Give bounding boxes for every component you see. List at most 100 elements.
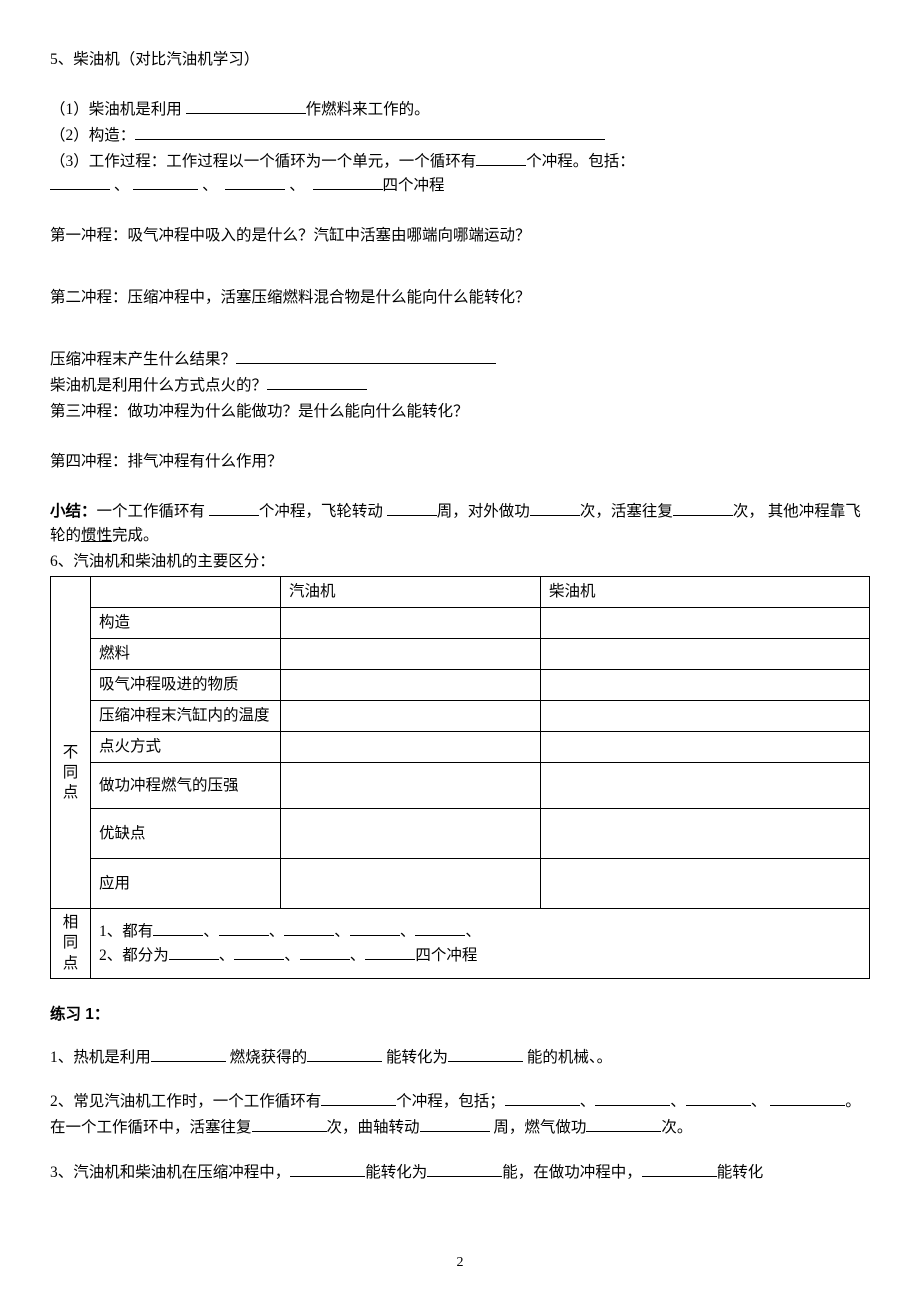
page-number: 2 [0,1252,920,1274]
blank [427,1161,502,1177]
blank [505,1091,580,1107]
blank [133,175,198,191]
blank [234,944,284,960]
section6-title: 6、汽油机和柴油机的主要区分： [50,550,870,574]
blank [365,944,415,960]
cell [541,639,870,670]
blank [420,1117,490,1133]
blank [350,920,400,936]
row-temp: 压缩冲程末汽缸内的温度 [91,701,281,732]
cell [281,732,541,763]
text: 2、都分为 [99,947,169,964]
compress-q2: 柴油机是利用什么方式点火的？ [50,374,870,398]
blank [673,501,733,517]
text: 周，燃气做功 [490,1119,587,1136]
text: 四个冲程 [415,947,477,964]
sep: 、 [203,923,219,940]
text: 次，曲轴转动 [327,1119,420,1136]
blank [300,944,350,960]
cell [541,701,870,732]
sep: 、 [350,947,366,964]
text: 能，在做功冲程中， [502,1164,642,1181]
text: 周，对外做功 [437,503,530,520]
ex-q2: 2、常见汽油机工作时，一个工作循环有个冲程，包括；、、、 。在一个工作循环中，活… [50,1089,870,1142]
text: 1、都有 [99,923,153,940]
s5-item2: （2）构造： [50,124,870,148]
blank [236,349,496,365]
text: 四个冲程 [383,177,445,194]
text: 燃烧获得的 [226,1049,307,1066]
sep: 、 [198,177,221,194]
summary: 小结：一个工作循环有 个冲程，飞轮转动 周，对外做功次，活塞往复次， 其他冲程靠… [50,500,870,548]
sep: 、 [580,1093,596,1110]
diff-label: 不同点 [51,577,91,909]
section5-title: 5、柴油机（对比汽油机学习） [50,48,870,72]
blank [770,1091,845,1107]
blank [307,1046,382,1062]
blank [209,501,259,517]
s5-item1: （1）柴油机是利用 作燃料来工作的。 [50,98,870,122]
blank [586,1117,661,1133]
cell [281,639,541,670]
cell [281,859,541,909]
sep: 、 [334,923,350,940]
blank [50,175,110,191]
text: （3）工作过程：工作过程以一个循环为一个单元，一个循环有 [50,153,476,170]
text: 能转化为 [365,1164,427,1181]
stroke1: 第一冲程：吸气冲程中吸入的是什么？汽缸中活塞由哪端向哪端运动？ [50,224,870,248]
sep: 、 [285,177,308,194]
blank [252,1117,327,1133]
sep: 、 [670,1093,686,1110]
cell [281,608,541,639]
blank [290,1161,365,1177]
text: 次， [733,503,764,520]
row-structure: 构造 [91,608,281,639]
text: 2、常见汽油机工作时，一个工作循环有 [50,1093,321,1110]
text: 作燃料来工作的。 [306,101,430,118]
blank [135,125,605,141]
cell [281,701,541,732]
exercise-block: 1、热机是利用 燃烧获得的 能转化为 能的机械、。 2、常见汽油机工作时，一个工… [50,1045,870,1186]
cell [281,809,541,859]
text: 压缩冲程末产生什么结果？ [50,351,236,368]
text: 能转化为 [382,1049,448,1066]
sep: 、 [110,177,133,194]
inertia: 惯性 [81,527,112,544]
text: 柴油机是利用什么方式点火的？ [50,377,267,394]
blank [595,1091,670,1107]
blank [153,920,203,936]
cell [541,608,870,639]
col-diesel: 柴油机 [541,577,870,608]
text: 一个工作循环有 [97,503,209,520]
sep: 、 [219,947,235,964]
stroke2: 第二冲程：压缩冲程中，活塞压缩燃料混合物是什么能向什么能转化？ [50,286,870,310]
blank [267,375,367,391]
blank [186,99,306,115]
document-body: 5、柴油机（对比汽油机学习） （1）柴油机是利用 作燃料来工作的。 （2）构造：… [50,48,870,1186]
comparison-table: 不同点 汽油机 柴油机 构造 燃料 吸气冲程吸进的物质 压缩冲程末汽缸内的温度 … [50,576,870,979]
row-fuel: 燃料 [91,639,281,670]
exercise-title: 练习 1： [50,1003,870,1027]
cell [541,732,870,763]
compress-q1: 压缩冲程末产生什么结果？ [50,348,870,372]
ex-q3: 3、汽油机和柴油机在压缩冲程中，能转化为能，在做功冲程中，能转化 [50,1160,870,1186]
text: 1、热机是利用 [50,1049,151,1066]
cell [541,809,870,859]
blank [448,1046,523,1062]
text: 能转化 [717,1164,764,1181]
same-content: 1、都有、、、、、 2、都分为、、、四个冲程 [91,909,870,978]
blank [415,920,465,936]
text: 能的机械、。 [523,1049,612,1066]
sep: 、 [284,947,300,964]
text: 次，活塞往复 [580,503,673,520]
summary-label: 小结： [50,503,97,520]
stroke3: 第三冲程：做功冲程为什么能做功？是什么能向什么能转化？ [50,400,870,424]
sep: 、 [400,923,416,940]
row-proscons: 优缺点 [91,809,281,859]
blank [169,944,219,960]
text: 次。 [661,1119,692,1136]
blank [313,175,383,191]
row-ignition: 点火方式 [91,732,281,763]
text: 个冲程，飞轮转动 [259,503,387,520]
text: 完成。 [112,527,159,544]
